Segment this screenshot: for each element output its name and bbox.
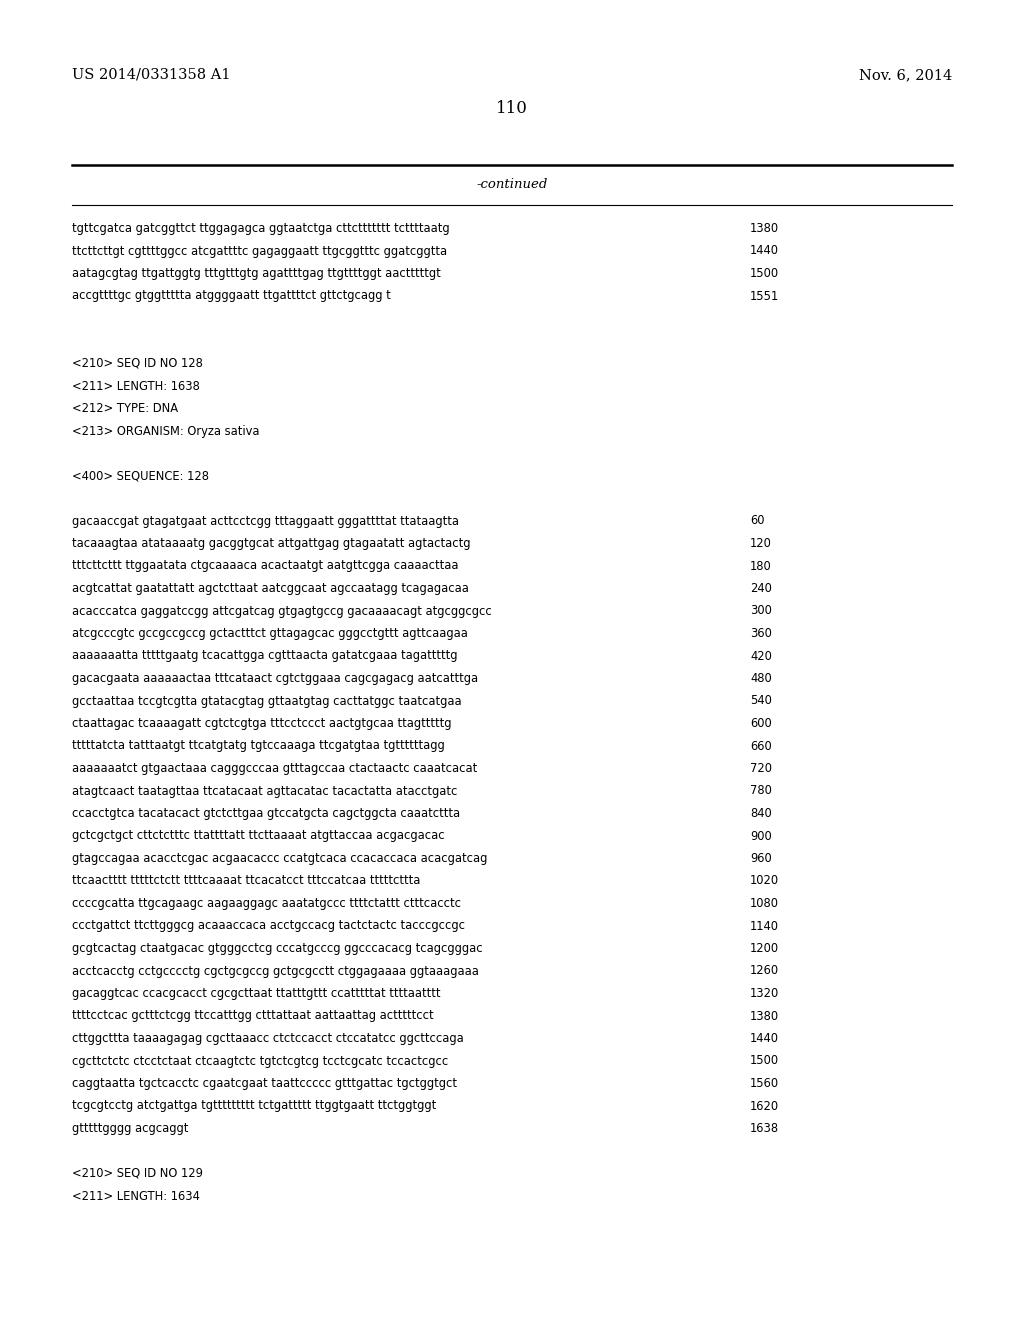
Text: <210> SEQ ID NO 129: <210> SEQ ID NO 129	[72, 1167, 203, 1180]
Text: 1080: 1080	[750, 898, 779, 909]
Text: gtagccagaa acacctcgac acgaacaccc ccatgtcaca ccacaccaca acacgatcag: gtagccagaa acacctcgac acgaacaccc ccatgtc…	[72, 851, 487, 865]
Text: 1440: 1440	[750, 244, 779, 257]
Text: 120: 120	[750, 537, 772, 550]
Text: 900: 900	[750, 829, 772, 842]
Text: gctcgctgct cttctctttc ttattttatt ttcttaaaat atgttaccaa acgacgacac: gctcgctgct cttctctttc ttattttatt ttcttaa…	[72, 829, 444, 842]
Text: 300: 300	[750, 605, 772, 618]
Text: <211> LENGTH: 1638: <211> LENGTH: 1638	[72, 380, 200, 392]
Text: tcgcgtcctg atctgattga tgttttttttt tctgattttt ttggtgaatt ttctggtggt: tcgcgtcctg atctgattga tgttttttttt tctgat…	[72, 1100, 436, 1113]
Text: aatagcgtag ttgattggtg tttgtttgtg agattttgag ttgttttggt aactttttgt: aatagcgtag ttgattggtg tttgtttgtg agatttt…	[72, 267, 440, 280]
Text: <400> SEQUENCE: 128: <400> SEQUENCE: 128	[72, 470, 209, 483]
Text: 780: 780	[750, 784, 772, 797]
Text: ccccgcatta ttgcagaagc aagaaggagc aaatatgccc ttttctattt ctttcacctc: ccccgcatta ttgcagaagc aagaaggagc aaatatg…	[72, 898, 461, 909]
Text: 1638: 1638	[750, 1122, 779, 1135]
Text: 60: 60	[750, 515, 765, 528]
Text: <212> TYPE: DNA: <212> TYPE: DNA	[72, 403, 178, 414]
Text: Nov. 6, 2014: Nov. 6, 2014	[859, 69, 952, 82]
Text: atcgcccgtc gccgccgccg gctactttct gttagagcac gggcctgttt agttcaagaa: atcgcccgtc gccgccgccg gctactttct gttagag…	[72, 627, 468, 640]
Text: gcctaattaa tccgtcgtta gtatacgtag gttaatgtag cacttatggc taatcatgaa: gcctaattaa tccgtcgtta gtatacgtag gttaatg…	[72, 694, 462, 708]
Text: cttggcttta taaaagagag cgcttaaacc ctctccacct ctccatatcc ggcttccaga: cttggcttta taaaagagag cgcttaaacc ctctcca…	[72, 1032, 464, 1045]
Text: 1200: 1200	[750, 942, 779, 954]
Text: 1380: 1380	[750, 222, 779, 235]
Text: ctaattagac tcaaaagatt cgtctcgtga tttcctccct aactgtgcaa ttagtttttg: ctaattagac tcaaaagatt cgtctcgtga tttcctc…	[72, 717, 452, 730]
Text: tgttcgatca gatcggttct ttggagagca ggtaatctga cttcttttttt tcttttaatg: tgttcgatca gatcggttct ttggagagca ggtaatc…	[72, 222, 450, 235]
Text: acacccatca gaggatccgg attcgatcag gtgagtgccg gacaaaacagt atgcggcgcc: acacccatca gaggatccgg attcgatcag gtgagtg…	[72, 605, 492, 618]
Text: gacaaccgat gtagatgaat acttcctcgg tttaggaatt gggattttat ttataagtta: gacaaccgat gtagatgaat acttcctcgg tttagga…	[72, 515, 459, 528]
Text: ttttcctcac gctttctcgg ttccatttgg ctttattaat aattaattag actttttcct: ttttcctcac gctttctcgg ttccatttgg ctttatt…	[72, 1010, 433, 1023]
Text: aaaaaaatta tttttgaatg tcacattgga cgtttaacta gatatcgaaa tagatttttg: aaaaaaatta tttttgaatg tcacattgga cgtttaa…	[72, 649, 458, 663]
Text: tttttatcta tatttaatgt ttcatgtatg tgtccaaaga ttcgatgtaa tgttttttagg: tttttatcta tatttaatgt ttcatgtatg tgtccaa…	[72, 739, 444, 752]
Text: 1380: 1380	[750, 1010, 779, 1023]
Text: ccacctgtca tacatacact gtctcttgaa gtccatgcta cagctggcta caaatcttta: ccacctgtca tacatacact gtctcttgaa gtccatg…	[72, 807, 460, 820]
Text: <210> SEQ ID NO 128: <210> SEQ ID NO 128	[72, 356, 203, 370]
Text: 540: 540	[750, 694, 772, 708]
Text: 1620: 1620	[750, 1100, 779, 1113]
Text: 600: 600	[750, 717, 772, 730]
Text: ttcttcttgt cgttttggcc atcgattttc gagaggaatt ttgcggtttc ggatcggtta: ttcttcttgt cgttttggcc atcgattttc gagagga…	[72, 244, 447, 257]
Text: 1551: 1551	[750, 289, 779, 302]
Text: acgtcattat gaatattatt agctcttaat aatcggcaat agccaatagg tcagagacaa: acgtcattat gaatattatt agctcttaat aatcggc…	[72, 582, 469, 595]
Text: <213> ORGANISM: Oryza sativa: <213> ORGANISM: Oryza sativa	[72, 425, 259, 437]
Text: 1020: 1020	[750, 874, 779, 887]
Text: 1140: 1140	[750, 920, 779, 932]
Text: 480: 480	[750, 672, 772, 685]
Text: 180: 180	[750, 560, 772, 573]
Text: 840: 840	[750, 807, 772, 820]
Text: -continued: -continued	[476, 178, 548, 191]
Text: 1440: 1440	[750, 1032, 779, 1045]
Text: 660: 660	[750, 739, 772, 752]
Text: gcgtcactag ctaatgacac gtgggcctcg cccatgcccg ggcccacacg tcagcgggac: gcgtcactag ctaatgacac gtgggcctcg cccatgc…	[72, 942, 482, 954]
Text: caggtaatta tgctcacctc cgaatcgaat taattccccc gtttgattac tgctggtgct: caggtaatta tgctcacctc cgaatcgaat taattcc…	[72, 1077, 457, 1090]
Text: cgcttctctc ctcctctaat ctcaagtctc tgtctcgtcg tcctcgcatc tccactcgcc: cgcttctctc ctcctctaat ctcaagtctc tgtctcg…	[72, 1055, 449, 1068]
Text: acctcacctg cctgcccctg cgctgcgccg gctgcgcctt ctggagaaaa ggtaaagaaa: acctcacctg cctgcccctg cgctgcgccg gctgcgc…	[72, 965, 479, 978]
Text: 240: 240	[750, 582, 772, 595]
Text: atagtcaact taatagttaa ttcatacaat agttacatac tacactatta atacctgatc: atagtcaact taatagttaa ttcatacaat agttaca…	[72, 784, 458, 797]
Text: 720: 720	[750, 762, 772, 775]
Text: tacaaagtaa atataaaatg gacggtgcat attgattgag gtagaatatt agtactactg: tacaaagtaa atataaaatg gacggtgcat attgatt…	[72, 537, 470, 550]
Text: 1500: 1500	[750, 1055, 779, 1068]
Text: aaaaaaatct gtgaactaaa cagggcccaa gtttagccaa ctactaactc caaatcacat: aaaaaaatct gtgaactaaa cagggcccaa gtttagc…	[72, 762, 477, 775]
Text: 360: 360	[750, 627, 772, 640]
Text: US 2014/0331358 A1: US 2014/0331358 A1	[72, 69, 230, 82]
Text: 960: 960	[750, 851, 772, 865]
Text: ttcaactttt tttttctctt ttttcaaaat ttcacatcct tttccatcaa tttttcttta: ttcaactttt tttttctctt ttttcaaaat ttcacat…	[72, 874, 421, 887]
Text: accgttttgc gtggttttta atggggaatt ttgattttct gttctgcagg t: accgttttgc gtggttttta atggggaatt ttgattt…	[72, 289, 391, 302]
Text: 1500: 1500	[750, 267, 779, 280]
Text: 1260: 1260	[750, 965, 779, 978]
Text: 110: 110	[496, 100, 528, 117]
Text: 1320: 1320	[750, 987, 779, 1001]
Text: 420: 420	[750, 649, 772, 663]
Text: gtttttgggg acgcaggt: gtttttgggg acgcaggt	[72, 1122, 188, 1135]
Text: gacacgaata aaaaaactaa tttcataact cgtctggaaa cagcgagacg aatcatttga: gacacgaata aaaaaactaa tttcataact cgtctgg…	[72, 672, 478, 685]
Text: tttcttcttt ttggaatata ctgcaaaaca acactaatgt aatgttcgga caaaacttaa: tttcttcttt ttggaatata ctgcaaaaca acactaa…	[72, 560, 459, 573]
Text: ccctgattct ttcttgggcg acaaaccaca acctgccacg tactctactc tacccgccgc: ccctgattct ttcttgggcg acaaaccaca acctgcc…	[72, 920, 465, 932]
Text: 1560: 1560	[750, 1077, 779, 1090]
Text: gacaggtcac ccacgcacct cgcgcttaat ttatttgttt ccatttttat ttttaatttt: gacaggtcac ccacgcacct cgcgcttaat ttatttg…	[72, 987, 440, 1001]
Text: <211> LENGTH: 1634: <211> LENGTH: 1634	[72, 1189, 200, 1203]
